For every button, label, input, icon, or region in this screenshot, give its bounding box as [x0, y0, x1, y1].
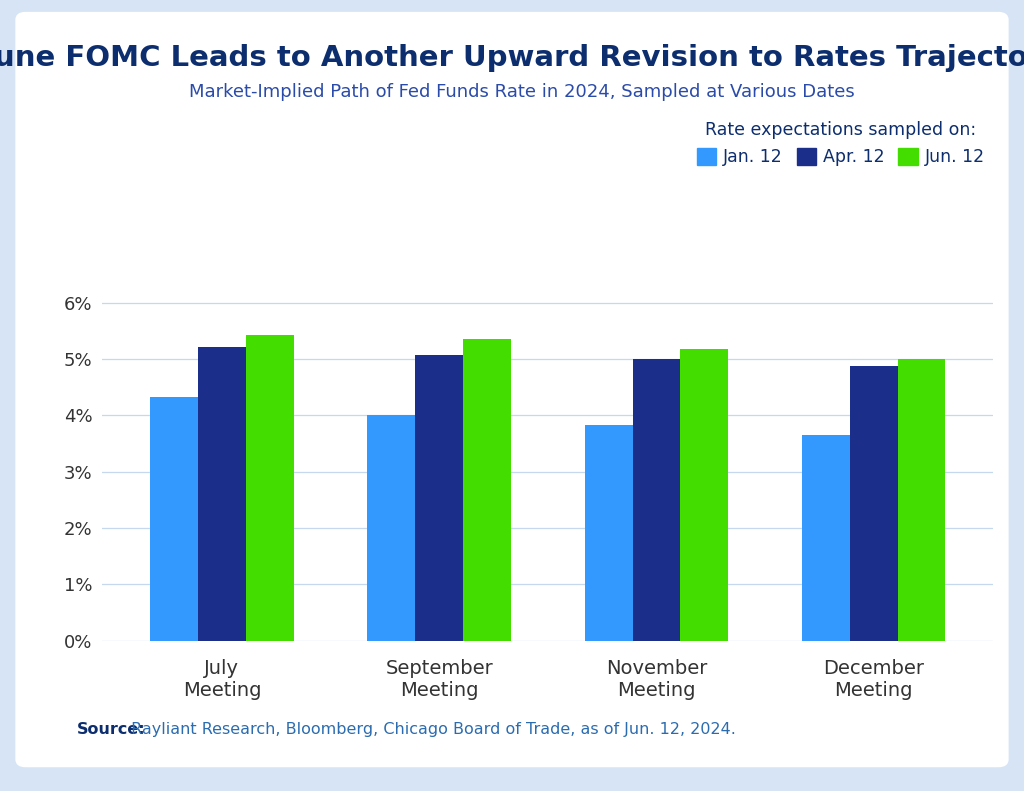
- Text: June FOMC Leads to Another Upward Revision to Rates Trajectory: June FOMC Leads to Another Upward Revisi…: [0, 44, 1024, 71]
- Text: Market-Implied Path of Fed Funds Rate in 2024, Sampled at Various Dates: Market-Implied Path of Fed Funds Rate in…: [189, 83, 855, 101]
- Bar: [416, 354, 463, 641]
- Legend: Jan. 12, Apr. 12, Jun. 12: Jan. 12, Apr. 12, Jun. 12: [697, 122, 985, 166]
- Bar: [198, 346, 246, 641]
- Bar: [898, 358, 945, 641]
- Bar: [633, 359, 680, 641]
- Bar: [585, 425, 633, 641]
- Bar: [151, 397, 198, 641]
- Bar: [850, 365, 898, 641]
- Bar: [680, 350, 728, 641]
- Text: Source:: Source:: [77, 722, 145, 737]
- Text: Rayliant Research, Bloomberg, Chicago Board of Trade, as of Jun. 12, 2024.: Rayliant Research, Bloomberg, Chicago Bo…: [126, 722, 736, 737]
- Bar: [368, 414, 416, 641]
- Bar: [246, 335, 294, 641]
- Bar: [802, 435, 850, 641]
- Bar: [463, 339, 511, 641]
